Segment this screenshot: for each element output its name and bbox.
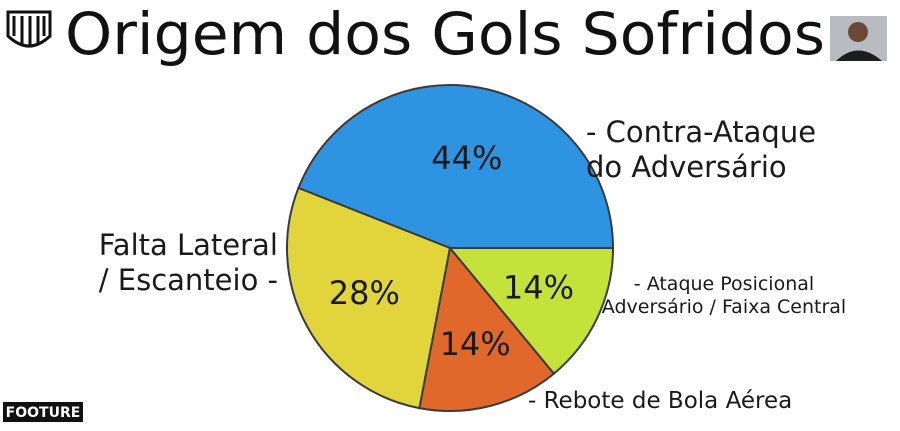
pie-slice [447, 247, 615, 376]
slice-label: - Rebote de Bola Aérea [528, 388, 793, 414]
club-logo [6, 10, 52, 48]
pie-slice [418, 245, 556, 412]
brand-text: FOOTURE [6, 405, 81, 421]
pie-slice [297, 84, 615, 249]
slice-label: - Contra-Ataque do Adversário [586, 115, 817, 184]
brand-logo: FOOTURE [3, 402, 83, 422]
value-label: 14% [503, 269, 574, 307]
pie-slice [286, 186, 452, 410]
slice-label: - Ataque Posicional Adversário / Faixa C… [601, 273, 847, 318]
value-label: 28% [329, 274, 400, 312]
slice-label: Falta Lateral / Escanteio - [98, 228, 278, 297]
chart-title: Origem dos Gols Sofridos [65, 0, 825, 68]
value-label: 44% [431, 139, 502, 177]
coach-photo [830, 16, 887, 61]
value-label: 14% [440, 325, 511, 363]
